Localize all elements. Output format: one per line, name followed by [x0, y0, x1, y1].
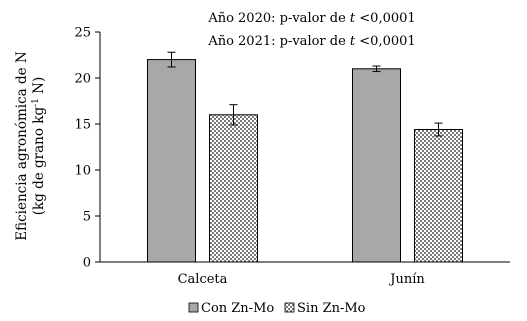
- legend-label-con: Con Zn-Mo: [201, 301, 274, 316]
- y-tick-label: 5: [83, 210, 91, 225]
- error-bar-sin-1: [434, 122, 443, 137]
- error-bar-con-0: [167, 51, 176, 68]
- y-tick-label: 25: [74, 26, 91, 41]
- legend-label-sin: Sin Zn-Mo: [297, 301, 366, 316]
- annotation-2021: Año 2021: p-valor de t <0,0001: [207, 34, 415, 49]
- y-tick-label: 10: [74, 164, 91, 179]
- bar-con-0: [147, 59, 196, 263]
- error-bars: [167, 51, 443, 137]
- y-axis-label-line1: Eficiencia agronómica de N: [14, 51, 30, 241]
- bar-sin-0: [209, 114, 258, 263]
- annotations: Año 2020: p-valor de t <0,0001 Año 2021:…: [207, 11, 415, 49]
- y-axis-label-line2: (kg de grano kg-1 N): [31, 77, 47, 216]
- legend-swatch-con: [188, 302, 199, 313]
- bars: [147, 59, 463, 263]
- category-labels: Calceta Junín: [178, 272, 426, 287]
- bar-sin-1: [414, 129, 463, 263]
- y-tick-label: 0: [83, 256, 91, 271]
- category-label: Junín: [388, 272, 425, 287]
- y-tick-label: 20: [74, 72, 91, 87]
- annotation-2020: Año 2020: p-valor de t <0,0001: [207, 11, 415, 26]
- category-label: Calceta: [178, 272, 228, 287]
- legend-swatch-sin: [284, 302, 295, 313]
- error-bar-sin-0: [229, 104, 238, 126]
- bar-con-1: [352, 68, 401, 263]
- y-ticks: 0 5 10 15 20 25: [74, 26, 100, 271]
- y-tick-label: 15: [74, 118, 91, 133]
- error-bar-con-1: [372, 65, 381, 73]
- legend: Con Zn-Mo Sin Zn-Mo: [188, 301, 366, 316]
- y-axis-label: Eficiencia agronómica de N (kg de grano …: [14, 51, 47, 241]
